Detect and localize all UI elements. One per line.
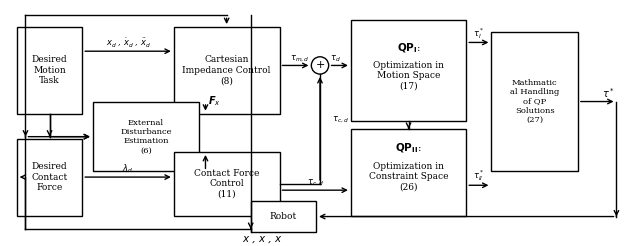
Text: $\tau_{c,d}$: $\tau_{c,d}$ <box>307 178 324 188</box>
Text: $\tau^*$: $\tau^*$ <box>602 86 614 100</box>
Text: Desired
Motion
Task: Desired Motion Task <box>32 55 67 85</box>
Text: $\tau_{II}^*$: $\tau_{II}^*$ <box>473 169 484 183</box>
Text: $\tau_I^*$: $\tau_I^*$ <box>473 26 484 41</box>
Bar <box>93 102 199 171</box>
Text: +: + <box>316 61 324 70</box>
Bar <box>17 138 83 215</box>
Text: $\lambda_d$: $\lambda_d$ <box>122 163 134 175</box>
Bar <box>173 152 280 215</box>
Text: Optimization in
Constraint Space
(26): Optimization in Constraint Space (26) <box>369 162 448 191</box>
Text: $\mathbf{QP_{II}}$:: $\mathbf{QP_{II}}$: <box>396 141 422 155</box>
Text: $\boldsymbol{F}_x$: $\boldsymbol{F}_x$ <box>209 94 221 108</box>
Bar <box>251 201 316 232</box>
Text: Optimization in
Motion Space
(17): Optimization in Motion Space (17) <box>373 61 444 91</box>
Bar <box>173 27 280 114</box>
Text: $\tau_d$: $\tau_d$ <box>330 53 340 63</box>
Text: $\tau_{c,d}$: $\tau_{c,d}$ <box>332 114 349 125</box>
Text: Robot: Robot <box>270 212 297 221</box>
Text: $x_d$ , $\dot{x}_d$ , $\ddot{x}_d$: $x_d$ , $\dot{x}_d$ , $\ddot{x}_d$ <box>106 37 150 50</box>
Text: $x$ , $\dot{x}$ , $\ddot{x}$: $x$ , $\dot{x}$ , $\ddot{x}$ <box>242 231 282 245</box>
Text: Contact Force
Control
(11): Contact Force Control (11) <box>194 169 259 199</box>
Text: $\tau_{m,d}$: $\tau_{m,d}$ <box>290 53 310 63</box>
Text: Desired
Contact
Force: Desired Contact Force <box>31 162 68 192</box>
Bar <box>17 27 83 114</box>
Text: External
Disturbance
Estimation
(6): External Disturbance Estimation (6) <box>120 119 172 154</box>
Bar <box>351 129 467 215</box>
Text: Mathmatic
al Handling
of QP
Solutions
(27): Mathmatic al Handling of QP Solutions (2… <box>510 79 559 124</box>
Bar <box>351 20 467 121</box>
Text: $\mathbf{QP_I}$:: $\mathbf{QP_I}$: <box>397 42 420 55</box>
Text: Cartesian
Impedance Control
(8): Cartesian Impedance Control (8) <box>182 55 271 85</box>
Bar <box>492 32 578 171</box>
